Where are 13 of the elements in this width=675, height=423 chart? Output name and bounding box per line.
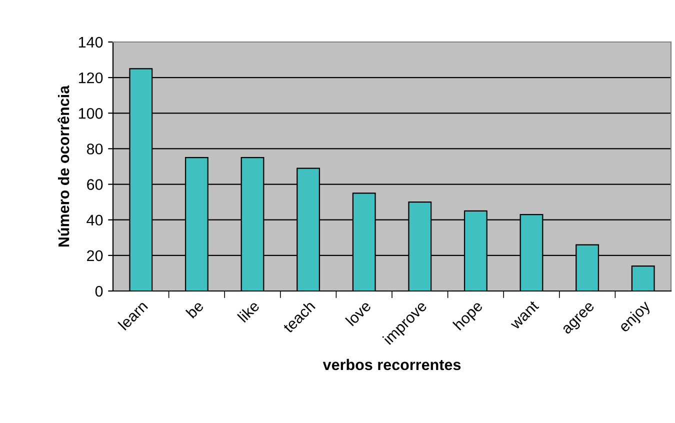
y-axis-title: Número de ocorrência: [58, 85, 70, 247]
y-tick-label: 0: [95, 286, 103, 297]
y-tick-label: 60: [87, 179, 103, 190]
x-tick-label: be: [185, 300, 204, 319]
y-tick-label: 20: [87, 250, 103, 262]
y-tick-label: 100: [78, 108, 103, 119]
x-tick-label: love: [345, 300, 372, 326]
y-tick-label: 120: [78, 72, 103, 84]
y-tick-label: 80: [86, 144, 103, 154]
x-tick-label: like: [237, 300, 260, 323]
y-tick-label: 140: [78, 36, 103, 48]
x-axis-title: verbos recorrentes: [322, 358, 461, 370]
y-tick-label: 40: [86, 214, 103, 226]
